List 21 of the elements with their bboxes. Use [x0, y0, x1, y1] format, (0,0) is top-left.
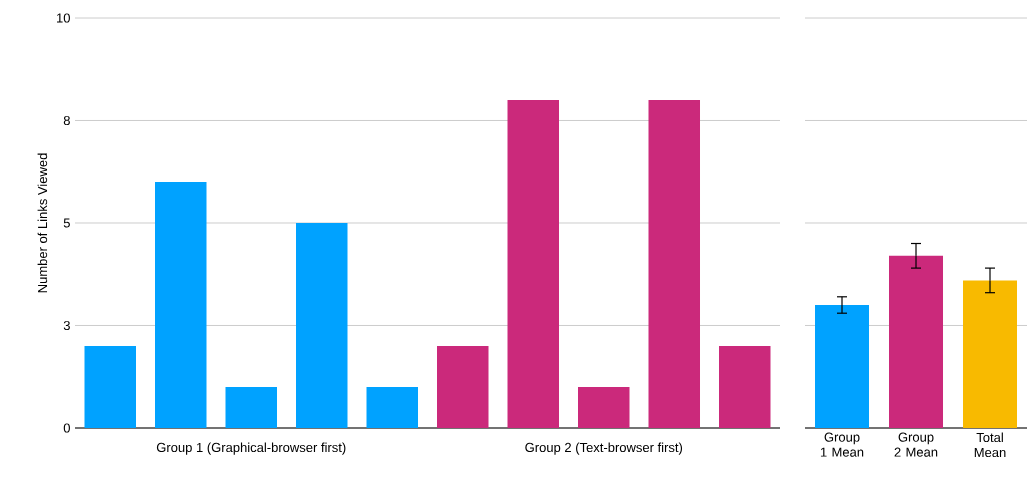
bar	[507, 100, 559, 428]
x-tick-label: Total Mean	[974, 432, 1006, 458]
y-tick-label: 10	[57, 13, 70, 23]
y-tick-label: 0	[63, 423, 70, 433]
bar	[155, 182, 207, 428]
series-label: Group 2 (Text-browser first)	[525, 442, 683, 455]
bar	[437, 346, 489, 428]
bar	[84, 346, 136, 428]
bar	[366, 387, 419, 428]
y-tick-label: 8	[63, 115, 70, 126]
bar	[648, 100, 701, 428]
bar	[296, 223, 348, 428]
bar	[225, 387, 277, 428]
bar	[719, 346, 771, 428]
y-tick-label: 5	[63, 218, 70, 228]
y-tick-label: 3	[63, 320, 70, 331]
x-tick-label: Group 2 Mean	[894, 432, 938, 457]
bar	[578, 387, 630, 428]
x-tick-label: Group 1 Mean	[820, 432, 864, 457]
y-axis-title: Number of Links Viewed	[37, 153, 48, 293]
series-label: Group 1 (Graphical-browser first)	[156, 442, 346, 455]
